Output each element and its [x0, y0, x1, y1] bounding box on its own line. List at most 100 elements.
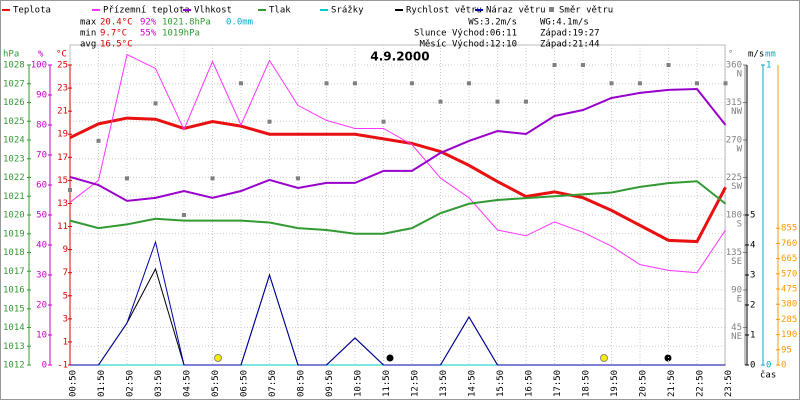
compass-label: W — [737, 145, 743, 155]
axis-unit: hPa — [3, 50, 19, 60]
x-tick-label: 05:50 — [211, 370, 221, 397]
direction-point — [723, 81, 728, 86]
tick-label: 360 — [726, 61, 742, 71]
info-text: WS:3.2m/s — [468, 18, 517, 28]
direction-point — [68, 188, 72, 192]
tick-label: 665 — [781, 254, 797, 264]
tick-label: 40 — [36, 241, 47, 251]
tick-label: 225 — [726, 173, 742, 183]
sunrise-icon — [214, 354, 222, 362]
tick-label: 1024 — [3, 136, 25, 146]
chart-title: 4.9.2000 — [370, 50, 429, 64]
tick-label: 50 — [36, 211, 47, 221]
tick-label: 30 — [36, 271, 47, 281]
tick-label: -1 — [57, 361, 68, 371]
legend-label: Srážky — [331, 6, 364, 16]
direction-point — [125, 176, 129, 181]
legend-label: Tlak — [269, 6, 291, 16]
legend-label: Teplota — [13, 6, 51, 16]
tick-label: 5 — [63, 291, 68, 301]
tick-label: 100 — [31, 61, 47, 71]
x-tick-label: 15:50 — [496, 370, 506, 397]
tick-label: 13 — [57, 199, 68, 209]
tick-label: 1023 — [3, 154, 25, 164]
tick-label: 90 — [731, 286, 742, 296]
tick-label: 1022 — [3, 173, 25, 183]
direction-point — [581, 63, 585, 67]
info-text: Měsíc Východ:12:10 — [419, 40, 517, 50]
tick-label: 1 — [766, 61, 771, 71]
direction-point — [296, 176, 300, 181]
legend-label: Rychlost větru — [406, 6, 482, 16]
summary-text: 1021.8hPa — [162, 18, 211, 28]
x-tick-label: 10:50 — [354, 370, 364, 397]
compass-label: S — [737, 220, 742, 230]
tick-label: 70 — [36, 151, 47, 161]
series-line — [69, 53, 726, 274]
x-tick-label: 08:50 — [297, 370, 307, 397]
x-tick-label: 22:50 — [696, 370, 706, 397]
tick-label: 1020 — [3, 211, 25, 221]
summary-text: 1019hPa — [162, 29, 200, 39]
tick-label: 0 — [766, 361, 771, 371]
tick-label: 45 — [731, 323, 742, 333]
x-tick-label: 14:50 — [468, 370, 478, 397]
x-tick-label: 04:50 — [183, 370, 193, 397]
axis-unit: % — [38, 50, 44, 60]
tick-label: 1012 — [3, 361, 25, 371]
x-tick-label: 21:50 — [667, 370, 677, 397]
summary-text: min — [80, 29, 96, 39]
compass-label: SE — [731, 257, 742, 267]
tick-label: 60 — [36, 181, 47, 191]
series-line — [69, 180, 727, 235]
series-line — [69, 116, 727, 244]
direction-point — [182, 213, 186, 217]
direction-point — [438, 99, 443, 104]
legend-swatch — [549, 7, 554, 12]
x-tick-label: 01:50 — [97, 370, 107, 397]
summary-text: 20.4°C — [100, 18, 133, 28]
tick-label: 1017 — [3, 267, 25, 277]
info-text: WG:4.1m/s — [540, 18, 589, 28]
tick-label: 760 — [781, 239, 797, 249]
axis-unit: ° — [728, 50, 733, 60]
x-tick-label: 09:50 — [325, 370, 335, 397]
tick-label: 20 — [36, 301, 47, 311]
tick-label: 135 — [726, 248, 742, 258]
tick-label: 0 — [750, 361, 755, 371]
summary-text: 92% — [140, 18, 157, 28]
x-tick-label: 23:50 — [724, 370, 734, 397]
compass-label: E — [737, 295, 742, 305]
plot-area — [69, 44, 726, 366]
info-text: Západ:19:27 — [540, 29, 600, 39]
x-tick-label: 02:50 — [126, 370, 136, 397]
summary-text: 55% — [140, 29, 157, 39]
direction-point — [267, 119, 272, 124]
tick-label: 475 — [781, 285, 797, 295]
direction-point — [324, 81, 329, 86]
tick-label: 1 — [750, 331, 755, 341]
tick-label: 7 — [63, 268, 68, 278]
tick-label: 5 — [750, 211, 755, 221]
tick-label: 285 — [781, 315, 797, 325]
compass-label: SW — [731, 182, 742, 192]
x-tick-label: 16:50 — [525, 370, 535, 397]
direction-point — [96, 138, 101, 143]
summary-text: 9.7°C — [100, 29, 127, 39]
tick-label: 10 — [36, 331, 47, 341]
direction-point — [695, 81, 699, 86]
moonrise-icon — [386, 354, 394, 362]
tick-label: 11 — [57, 222, 68, 232]
x-tick-label: 00:50 — [69, 370, 79, 397]
direction-point — [381, 119, 386, 124]
tick-label: 4 — [750, 241, 755, 251]
x-tick-label: 19:50 — [610, 370, 620, 397]
tick-label: 1 — [63, 337, 68, 347]
tick-label: 95 — [781, 345, 792, 355]
tick-label: 1027 — [3, 79, 25, 89]
tick-label: 1018 — [3, 248, 25, 258]
summary-text: max — [80, 18, 97, 28]
tick-label: 315 — [726, 98, 742, 108]
direction-point — [153, 101, 158, 106]
